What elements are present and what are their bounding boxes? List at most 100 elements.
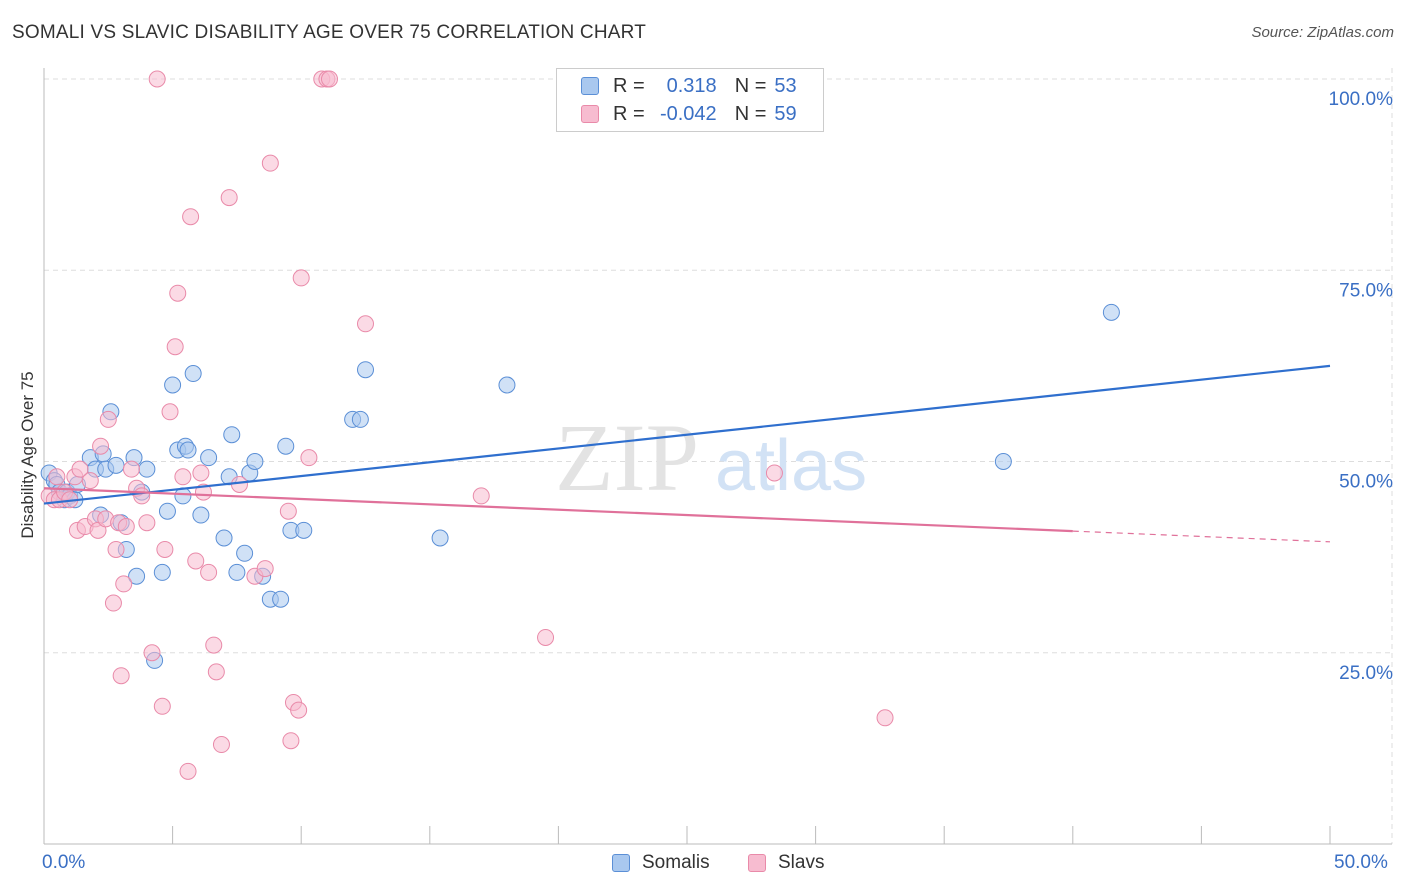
slavs-point	[256, 560, 274, 578]
somalis-legend-label: Somalis	[642, 852, 710, 873]
somalis-point	[277, 437, 295, 455]
x-tick-max: 50.0%	[1334, 852, 1388, 873]
slavs-point	[182, 208, 200, 226]
slavs-legend-label: Slavs	[778, 852, 825, 873]
somalis-point	[184, 365, 202, 383]
slavs-point	[112, 667, 130, 685]
slavs-point	[122, 460, 140, 478]
somalis-point	[246, 453, 264, 470]
slavs-point	[876, 709, 894, 727]
slavs-point	[48, 468, 66, 486]
slavs-point	[133, 487, 151, 505]
chart-title: SOMALI VS SLAVIC DISABILITY AGE OVER 75 …	[12, 22, 647, 43]
somalis-r-value: 0.318	[666, 74, 717, 97]
slavs-point	[212, 736, 230, 754]
slavs-point	[192, 464, 210, 482]
stats-legend: R = 0.318 N = 53 R = -0.042 N = 59	[556, 68, 824, 132]
slavs-point	[115, 575, 133, 593]
n-label: N =	[734, 102, 767, 125]
somalis-point	[351, 410, 369, 428]
slavs-point	[138, 514, 156, 532]
slavs-point	[179, 762, 197, 780]
slavs-point	[169, 284, 187, 302]
gridlines	[44, 68, 1393, 844]
slavs-point	[107, 540, 125, 558]
slavs-trend-line	[43, 487, 1073, 533]
somalis-point	[215, 529, 233, 547]
legend-item-slavs: Slavs	[748, 852, 824, 874]
slavs-n-value: 59	[774, 102, 797, 125]
somalis-point	[192, 506, 210, 524]
somalis-point	[994, 453, 1012, 470]
slavs-point	[292, 269, 310, 287]
axes	[43, 68, 1392, 845]
slavs-point	[81, 472, 99, 490]
somalis-point	[431, 529, 449, 547]
slavs-point	[230, 475, 248, 493]
slavs-legend-swatch	[748, 854, 766, 872]
somalis-legend-swatch	[612, 854, 630, 872]
y-tick-label: 50.0%	[1339, 472, 1393, 493]
slavs-trend-extension	[1072, 530, 1331, 543]
y-tick-label: 100.0%	[1329, 89, 1394, 110]
somalis-point	[1102, 303, 1120, 321]
slavs-point	[92, 437, 110, 455]
somalis-point	[179, 441, 197, 459]
slavs-swatch	[581, 105, 599, 123]
trend-lines	[43, 364, 1331, 543]
slavs-point	[156, 540, 174, 558]
slavs-point	[220, 189, 238, 207]
slavs-point	[279, 502, 297, 520]
legend-row-somalis: R = 0.318 N = 53	[581, 73, 797, 99]
y-tick-labels: 25.0% 50.0% 75.0% 100.0%	[1329, 89, 1394, 684]
source-label: Source: ZipAtlas.com	[1251, 24, 1394, 41]
slavs-point	[320, 70, 338, 88]
r-label: R =	[613, 74, 645, 97]
somalis-point	[153, 563, 171, 581]
slavs-point	[166, 338, 184, 356]
slavs-point	[148, 70, 166, 88]
somalis-point	[498, 376, 516, 394]
somalis-swatch	[581, 77, 599, 95]
slavs-point	[282, 732, 300, 750]
slavs-point	[207, 663, 225, 681]
slavs-point	[143, 644, 161, 662]
somalis-point	[236, 544, 254, 562]
legend-row-slavs: R = -0.042 N = 59	[581, 101, 797, 127]
somalis-point	[223, 426, 241, 444]
n-label: N =	[734, 74, 767, 97]
y-tick-label: 25.0%	[1339, 663, 1393, 684]
slavs-point	[117, 518, 135, 536]
watermark-zip: ZIP	[555, 404, 699, 511]
data-points	[40, 70, 1120, 780]
watermark: ZIP atlas	[555, 404, 867, 511]
r-label: R =	[613, 102, 645, 125]
slavs-point	[472, 487, 490, 505]
somalis-trend-line	[43, 364, 1331, 505]
somalis-point	[138, 460, 156, 478]
slavs-point	[357, 315, 374, 333]
slavs-point	[187, 552, 205, 570]
legend-item-somalis: Somalis	[612, 852, 710, 874]
slavs-point	[537, 628, 555, 646]
somalis-point	[357, 361, 374, 379]
slavs-point	[104, 594, 122, 612]
slavs-point	[765, 464, 783, 482]
watermark-atlas: atlas	[715, 426, 867, 506]
somalis-point	[272, 590, 290, 608]
slavs-point	[261, 154, 279, 172]
slavs-point	[174, 468, 192, 486]
somalis-point	[128, 567, 146, 585]
slavs-point	[99, 410, 117, 428]
slavs-r-value: -0.042	[659, 102, 717, 125]
somalis-point	[164, 376, 182, 394]
somalis-point	[158, 502, 176, 520]
slavs-point	[200, 563, 218, 581]
somalis-point	[107, 456, 125, 474]
slavs-point	[153, 697, 171, 715]
somalis-point	[228, 563, 246, 581]
slavs-point	[300, 449, 318, 467]
slavs-point	[205, 636, 223, 654]
somalis-point	[295, 521, 313, 539]
